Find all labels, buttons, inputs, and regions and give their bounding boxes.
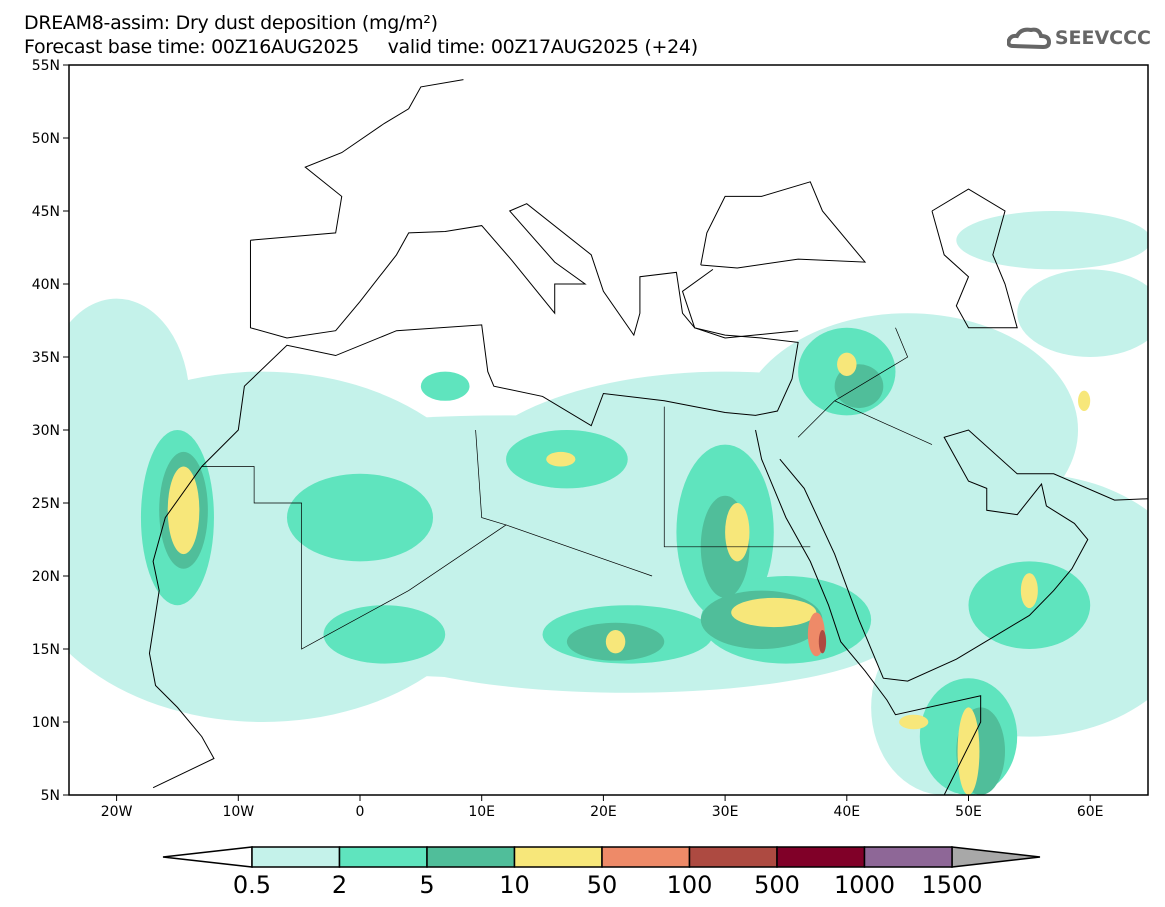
dust-contour bbox=[1017, 269, 1148, 357]
lat-label: 45N bbox=[32, 204, 60, 220]
lon-label: 40E bbox=[833, 804, 860, 820]
dust-contour bbox=[725, 503, 750, 562]
lat-label: 30N bbox=[32, 423, 60, 439]
coastline bbox=[931, 188, 1018, 329]
colorbar-swatch bbox=[513, 846, 603, 868]
colorbar-label: 50 bbox=[587, 871, 618, 899]
dust-contour bbox=[286, 473, 434, 562]
dust-contour bbox=[420, 371, 470, 401]
colorbar-swatch bbox=[251, 846, 341, 868]
lon-label: 0 bbox=[356, 804, 365, 820]
lat-label: 15N bbox=[32, 642, 60, 658]
dust-contour bbox=[1020, 573, 1038, 609]
colorbar-swatch bbox=[776, 846, 866, 868]
dust-contour bbox=[546, 451, 576, 467]
colorbar-under-arrow bbox=[162, 846, 253, 868]
map-title: DREAM8-assim: Dry dust deposition (mg/m²… bbox=[24, 12, 438, 34]
dust-contour bbox=[956, 211, 1148, 270]
colorbar-swatch bbox=[863, 846, 953, 868]
colorbar-label: 10 bbox=[499, 871, 530, 899]
coastline bbox=[250, 79, 464, 241]
dust-contour bbox=[731, 597, 817, 628]
country-border bbox=[201, 466, 653, 650]
dust-contour bbox=[605, 630, 626, 654]
colorbar-label: 1500 bbox=[921, 871, 982, 899]
dust-contour bbox=[167, 466, 200, 555]
coastline bbox=[249, 203, 799, 339]
lat-label: 50N bbox=[32, 131, 60, 147]
colorbar-label: 5 bbox=[419, 871, 434, 899]
dust-contour bbox=[1078, 390, 1091, 412]
country-border bbox=[475, 429, 507, 526]
colorbar-label: 100 bbox=[667, 871, 713, 899]
coastline bbox=[148, 268, 799, 789]
dust-deposition-field bbox=[69, 211, 1148, 795]
colorbar-swatch bbox=[338, 846, 428, 868]
colorbar: 0.5 2 5 10 50 100 500 1000 1500 bbox=[162, 846, 1041, 899]
country-border bbox=[834, 327, 909, 402]
colorbar-label: 500 bbox=[754, 871, 800, 899]
lat-label: 5N bbox=[41, 788, 60, 804]
dust-contour bbox=[69, 532, 117, 620]
lat-label: 40N bbox=[32, 277, 60, 293]
lat-label: 10N bbox=[32, 715, 60, 731]
coastline bbox=[700, 181, 867, 269]
colorbar-swatch bbox=[688, 846, 778, 868]
country-border bbox=[663, 406, 811, 548]
colorbar-over-arrow bbox=[951, 846, 1041, 868]
colorbar-label: 2 bbox=[332, 871, 347, 899]
lat-label: 25N bbox=[32, 496, 60, 512]
cloud-icon bbox=[1006, 27, 1051, 50]
lon-label: 10E bbox=[468, 804, 495, 820]
lon-label: 60E bbox=[1077, 804, 1104, 820]
lon-label: 20W bbox=[101, 804, 133, 820]
dust-contour bbox=[899, 714, 929, 730]
dust-contour bbox=[323, 605, 446, 664]
lat-label: 20N bbox=[32, 569, 60, 585]
coastline bbox=[779, 429, 1148, 682]
dust-contour bbox=[837, 352, 857, 376]
lon-label: 50E bbox=[955, 804, 982, 820]
lon-label: 20E bbox=[590, 804, 617, 820]
colorbar-swatch bbox=[601, 846, 691, 868]
coastlines bbox=[148, 79, 1148, 795]
colorbar-label: 0.5 bbox=[233, 871, 271, 899]
dust-contour bbox=[818, 630, 827, 654]
lon-label: 10W bbox=[222, 804, 254, 820]
lon-label: 30E bbox=[712, 804, 739, 820]
coastline bbox=[755, 429, 982, 795]
lat-label: 35N bbox=[32, 350, 60, 366]
seevccc-logo: SEEVCCC bbox=[1006, 26, 1151, 50]
colorbar-label: 1000 bbox=[834, 871, 895, 899]
dust-contour bbox=[957, 707, 980, 795]
logo-text: SEEVCCC bbox=[1054, 27, 1151, 49]
axis-labels: 55N 50N 45N 40N 35N 30N 25N 20N 15N 10N 5N 20W 10W 0 1… bbox=[32, 58, 1104, 820]
lat-label: 55N bbox=[32, 58, 60, 74]
colorbar-swatch bbox=[426, 846, 516, 868]
forecast-times: Forecast base time: 00Z16AUG2025 valid t… bbox=[24, 36, 698, 58]
